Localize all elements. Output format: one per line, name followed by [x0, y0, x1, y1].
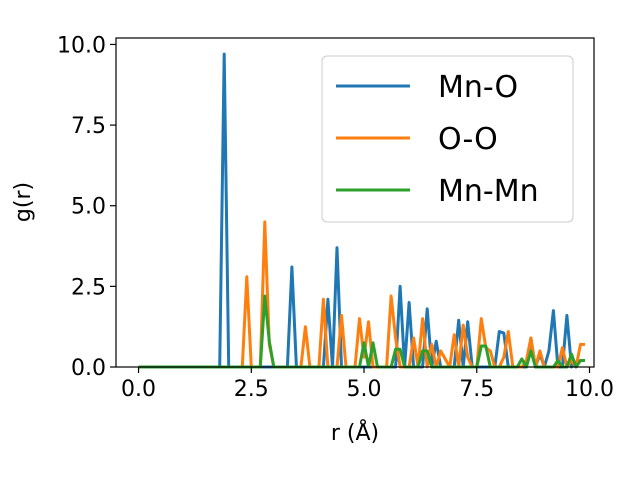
y-tick-label: 5.0	[71, 195, 106, 220]
x-axis-label: r (Å)	[331, 419, 379, 446]
plot-frame	[115, 37, 595, 368]
y-tick-label: 0.0	[71, 356, 106, 381]
y-tick-label: 10.0	[57, 33, 106, 58]
legend-label-mn-o: Mn-O	[438, 70, 518, 105]
y-tick-label: 7.5	[71, 114, 106, 139]
y-axis-ticks: 0.0 2.5 5.0 7.5 10.0	[57, 33, 116, 381]
x-tick-label: 0.0	[121, 377, 156, 402]
x-tick-label: 10.0	[565, 377, 614, 402]
x-tick-label: 5.0	[347, 377, 382, 402]
y-axis-label: g(r)	[11, 182, 36, 222]
series-line-o-o	[138, 220, 585, 369]
x-tick-label: 7.5	[459, 377, 494, 402]
legend-box	[321, 55, 574, 223]
x-axis-ticks: 0.0 2.5 5.0 7.5 10.0	[121, 367, 614, 402]
y-tick-label: 2.5	[71, 275, 106, 300]
legend-label-mn-mn: Mn-Mn	[438, 174, 539, 209]
legend: Mn-O O-O Mn-Mn	[321, 55, 574, 223]
x-tick-label: 2.5	[234, 377, 269, 402]
legend-label-o-o: O-O	[438, 122, 498, 157]
